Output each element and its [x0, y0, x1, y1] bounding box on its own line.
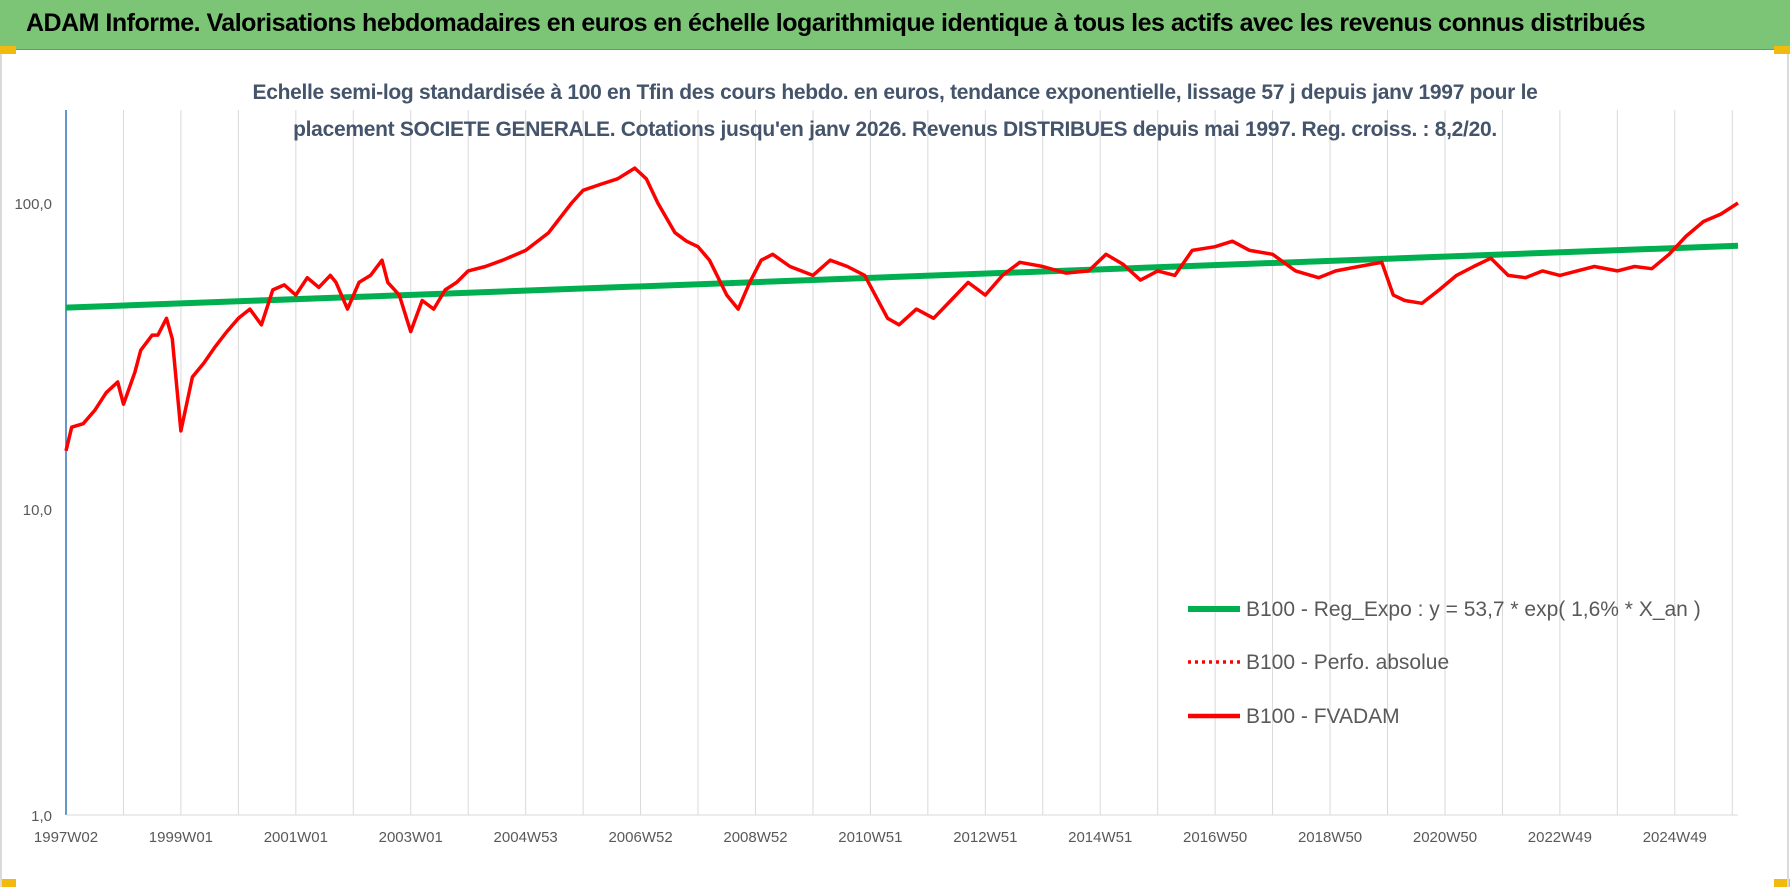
x-tick-label: 2003W01: [379, 829, 443, 846]
x-tick-label: 2004W53: [494, 829, 558, 846]
legend-label: B100 - Perfo. absolue: [1246, 651, 1449, 674]
y-tick-label: 1,0: [31, 808, 52, 825]
chart-legend: B100 - Reg_Expo : y = 53,7 * exp( 1,6% *…: [1188, 598, 1701, 728]
x-tick-label: 2012W51: [953, 829, 1017, 846]
chart-title: Echelle semi-log standardisée à 100 en T…: [140, 74, 1650, 148]
x-tick-label: 2020W50: [1413, 829, 1477, 846]
y-tick-label: 100,0: [14, 196, 52, 213]
x-tick-label: 2006W52: [608, 829, 672, 846]
legend-label: B100 - FVADAM: [1246, 705, 1400, 728]
x-tick-label: 2016W50: [1183, 829, 1247, 846]
x-tick-label: 2024W49: [1643, 829, 1707, 846]
report-banner: ADAM Informe. Valorisations hebdomadaire…: [0, 0, 1790, 50]
grid-layer: [122, 110, 1733, 815]
fvadam-line: [64, 166, 1739, 452]
x-tick-label: 2022W49: [1528, 829, 1592, 846]
x-tick-label: 1997W02: [34, 829, 98, 846]
axis-layer: 1,0 10,0 100,0 1997W02 1999W01 2001W01 2003W01…: [14, 110, 1738, 846]
x-tick-label: 2018W50: [1298, 829, 1362, 846]
corner-marker-bottom-left: [0, 879, 16, 887]
x-tick-label: 2014W51: [1068, 829, 1132, 846]
x-tick-label: 2010W51: [838, 829, 902, 846]
chart-title-line-1: Echelle semi-log standardisée à 100 en T…: [252, 81, 1538, 104]
series-layer: [64, 166, 1739, 452]
y-tick-label: 10,0: [23, 502, 52, 519]
x-tick-label: 2001W01: [264, 829, 328, 846]
corner-marker-bottom-right: [1774, 879, 1790, 887]
regression-line: [65, 242, 1739, 311]
x-tick-label: 1999W01: [149, 829, 213, 846]
corner-marker-left: [0, 46, 16, 54]
x-tick-label: 2008W52: [723, 829, 787, 846]
chart-frame: [0, 54, 1789, 887]
corner-marker-right: [1774, 46, 1790, 54]
legend-label: B100 - Reg_Expo : y = 53,7 * exp( 1,6% *…: [1246, 598, 1701, 621]
chart-title-line-2: placement SOCIETE GENERALE. Cotations ju…: [293, 118, 1497, 141]
report-title: ADAM Informe. Valorisations hebdomadaire…: [26, 9, 1645, 37]
